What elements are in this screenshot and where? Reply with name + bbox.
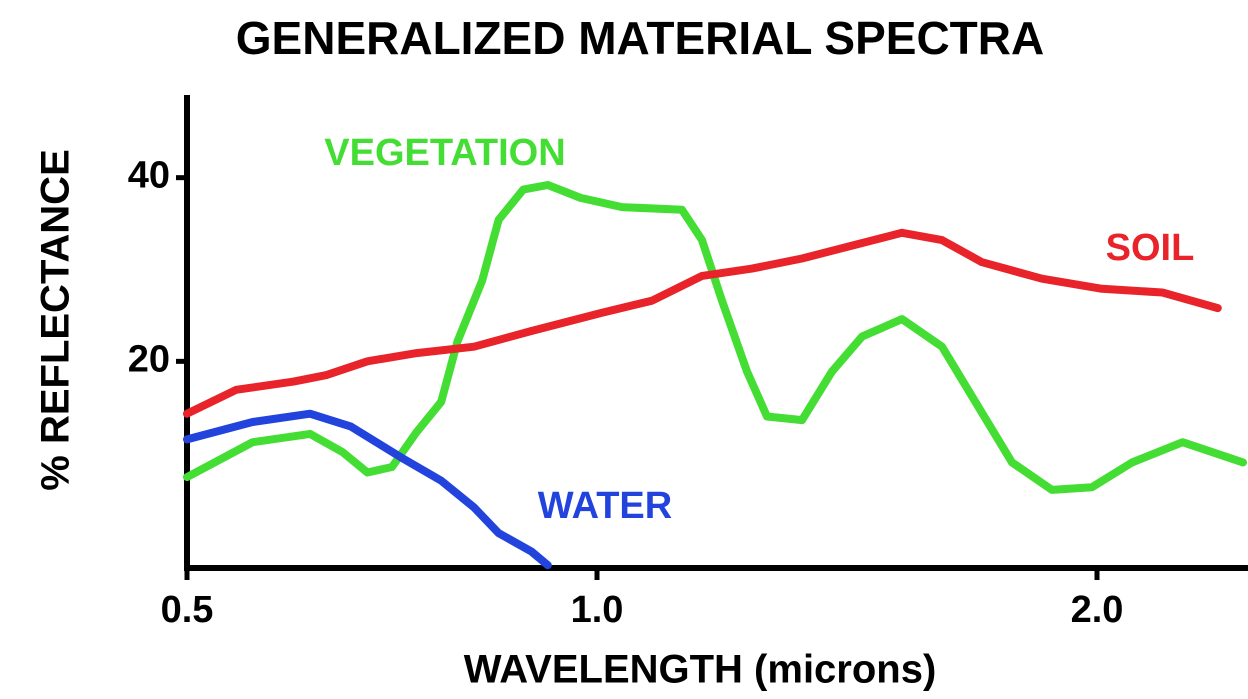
series-line (183, 228, 1222, 418)
y-tick-label: 20 (128, 338, 170, 380)
series-label: VEGETATION (324, 132, 565, 174)
x-tick-label: 1.0 (571, 589, 624, 631)
x-tick-label: 2.0 (1071, 589, 1124, 631)
series-label: WATER (538, 485, 672, 527)
x-tick-label: 0.5 (161, 589, 214, 631)
series-label: SOIL (1106, 227, 1195, 269)
y-tick-label: 40 (128, 155, 170, 197)
y-axis-label: % REFLECTANCE (34, 149, 78, 490)
series-line (183, 181, 1247, 494)
chart-title: GENERALIZED MATERIAL SPECTRA (236, 12, 1044, 64)
x-axis-label: WAVELENGTH (microns) (464, 648, 937, 692)
series-line (183, 409, 552, 570)
